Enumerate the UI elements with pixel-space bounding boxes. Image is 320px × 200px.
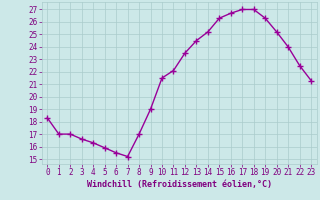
X-axis label: Windchill (Refroidissement éolien,°C): Windchill (Refroidissement éolien,°C): [87, 180, 272, 189]
